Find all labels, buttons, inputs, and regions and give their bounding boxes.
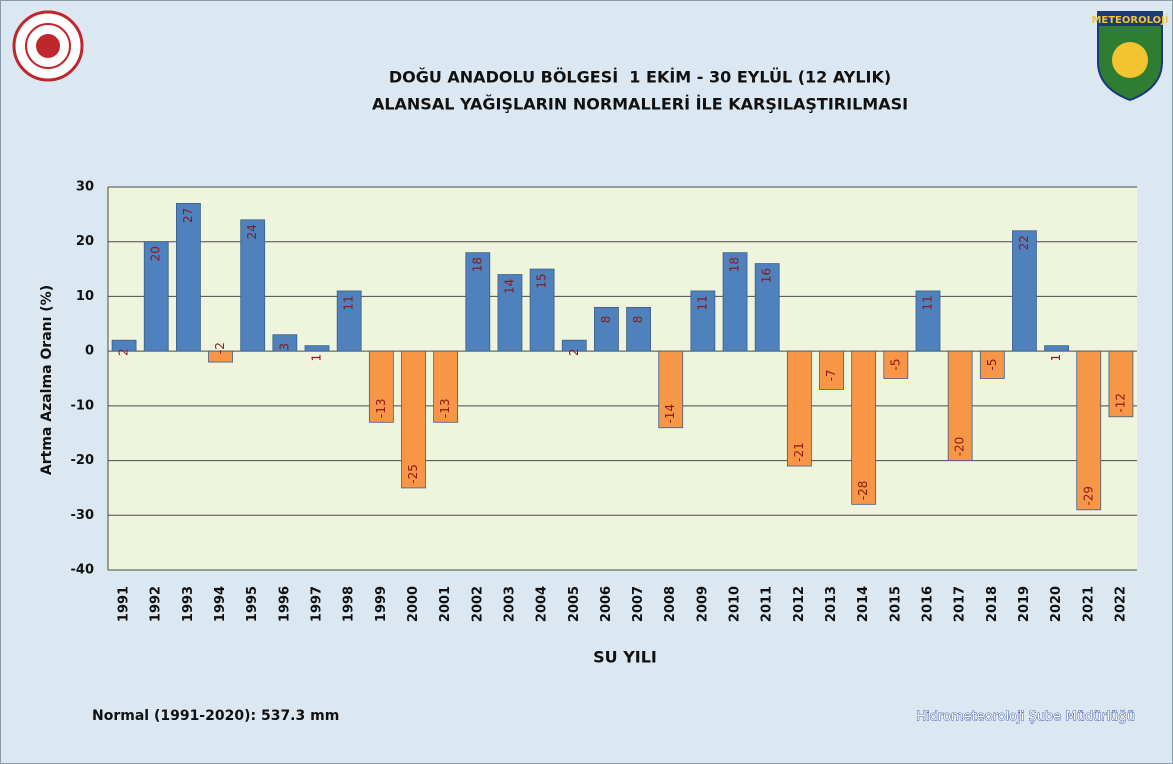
x-tick-label: 1994 (213, 586, 228, 622)
bar (1045, 346, 1069, 351)
data-label: 3 (277, 343, 291, 351)
x-tick-label: 2014 (856, 586, 871, 622)
chart-title: DOĞU ANADOLU BÖLGESİ 1 EKİM - 30 EYLÜL (… (389, 68, 891, 87)
x-tick-label: 1993 (181, 586, 196, 622)
data-label: 1 (310, 354, 324, 362)
data-label: -29 (1081, 486, 1095, 506)
y-tick-label: 30 (76, 180, 94, 195)
x-tick-label: 2004 (535, 586, 550, 622)
credit: Hidrometeoroloji Şube Müdürlüğü (916, 710, 1135, 725)
x-tick-label: 2012 (792, 586, 807, 622)
y-tick-label: 10 (76, 289, 94, 304)
x-tick-label: 2016 (920, 586, 935, 622)
y-tick-label: 0 (85, 344, 94, 359)
data-label: -13 (438, 398, 452, 418)
y-tick-label: -30 (71, 508, 95, 523)
data-label: 1 (1049, 354, 1063, 362)
data-label: 2 (567, 348, 581, 356)
x-tick-label: 2005 (567, 586, 582, 622)
x-tick-label: 2021 (1081, 586, 1096, 622)
x-tick-label: 2007 (631, 586, 646, 622)
data-label: 11 (342, 295, 356, 310)
y-axis-label: Artma Azalma Oranı (%) (39, 285, 55, 475)
data-label: -13 (374, 398, 388, 418)
x-tick-label: 1998 (342, 586, 357, 622)
normal-note: Normal (1991-2020): 537.3 mm (92, 708, 339, 724)
x-tick-label: 2017 (953, 586, 968, 622)
bar (305, 346, 329, 351)
x-tick-label: 1997 (310, 586, 325, 622)
x-tick-label: 2015 (888, 586, 903, 622)
x-tick-label: 2003 (502, 586, 517, 622)
data-label: 11 (695, 295, 709, 310)
x-tick-label: 1999 (374, 586, 389, 622)
x-tick-label: 2009 (695, 586, 710, 622)
data-label: -12 (1113, 393, 1127, 413)
logo-text: METEOROLOJİ (1091, 12, 1168, 26)
y-tick-label: -10 (71, 398, 95, 413)
data-label: 2 (117, 348, 131, 356)
x-axis-label: SU YILI (593, 648, 657, 667)
x-tick-label: 2011 (760, 586, 775, 622)
data-label: 8 (631, 316, 645, 324)
chart-subtitle: ALANSAL YAĞIŞLARIN NORMALLERİ İLE KARŞIL… (372, 95, 908, 114)
x-tick-label: 2010 (728, 586, 743, 622)
x-tick-label: 2019 (1017, 586, 1032, 622)
data-label: 18 (728, 257, 742, 272)
data-label: -5 (985, 359, 999, 371)
data-label: 24 (245, 224, 259, 239)
x-tick-label: 1995 (245, 586, 260, 622)
x-tick-label: 1996 (277, 586, 292, 622)
x-tick-label: 2008 (663, 586, 678, 622)
bar (627, 307, 651, 351)
data-label: 15 (535, 273, 549, 288)
data-label: 11 (920, 295, 934, 310)
data-label: 14 (502, 279, 516, 294)
bar (176, 203, 200, 351)
data-label: -14 (663, 404, 677, 424)
x-tick-label: 2013 (824, 586, 839, 622)
data-label: 27 (181, 208, 195, 223)
data-label: -2 (213, 342, 227, 354)
x-tick-label: 2022 (1113, 586, 1128, 622)
data-label: 18 (470, 257, 484, 272)
y-tick-label: -20 (71, 453, 95, 468)
data-label: 22 (1017, 235, 1031, 250)
data-label: 20 (149, 246, 163, 261)
data-label: -5 (888, 359, 902, 371)
x-tick-label: 2020 (1049, 586, 1064, 622)
x-tick-label: 2002 (470, 586, 485, 622)
x-tick-label: 2000 (406, 586, 421, 622)
left-logo (14, 12, 82, 80)
x-tick-label: 1991 (117, 586, 132, 622)
y-tick-label: 20 (76, 234, 94, 249)
data-label: -7 (824, 369, 838, 381)
chart: METEOROLOJİ DOĞU ANADOLU BÖLGESİ 1 EKİM … (0, 0, 1173, 764)
x-tick-label: 2006 (599, 586, 614, 622)
data-label: -25 (406, 464, 420, 484)
y-tick-label: -40 (71, 563, 95, 578)
data-label: 8 (599, 316, 613, 324)
bar (594, 307, 618, 351)
x-tick-label: 2018 (985, 586, 1000, 622)
data-label: -21 (792, 442, 806, 462)
data-label: -28 (856, 481, 870, 501)
x-tick-label: 2001 (438, 586, 453, 622)
data-label: 16 (760, 268, 774, 283)
data-label: -20 (953, 437, 967, 457)
x-tick-label: 1992 (149, 586, 164, 622)
